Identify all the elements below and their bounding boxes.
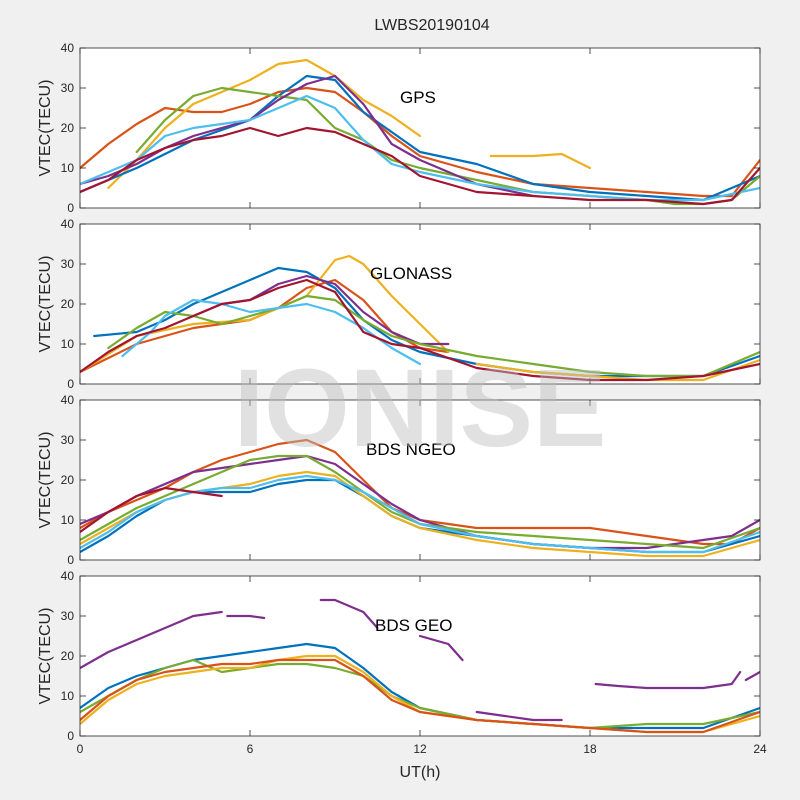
y-tick-label: 40 (61, 569, 75, 583)
panel-3: 0 10 20 30 40 VTEC(TECU) BDS NGEO (37, 393, 761, 567)
series-line-3 (319, 598, 379, 630)
y-tick-label: 0 (67, 553, 74, 567)
x-tick-label: 0 (77, 742, 84, 756)
y-tick-label: 30 (61, 609, 75, 623)
series-line-4 (80, 74, 760, 202)
series-line-7 (744, 670, 760, 682)
y-tick-label: 10 (61, 689, 75, 703)
y-tick-label: 10 (61, 161, 75, 175)
series-line-6 (107, 294, 760, 378)
series-line-7 (80, 486, 223, 534)
series-line-6 (594, 670, 742, 690)
y-tick-label: 0 (67, 377, 74, 391)
y-tick-label: 20 (61, 473, 75, 487)
series-line-2 (226, 614, 266, 620)
y-tick-label: 20 (61, 297, 75, 311)
y-axis-label: VTEC(TECU) (37, 432, 54, 529)
series-line-4 (418, 634, 464, 662)
series-line-2 (80, 278, 450, 374)
y-tick-label: 30 (61, 81, 75, 95)
series-line-6 (80, 74, 535, 198)
y-tick-label: 30 (61, 433, 75, 447)
series-line-5 (135, 86, 760, 206)
series-line-1 (80, 610, 223, 670)
series-line-3 (80, 254, 450, 374)
panels: 0 10 20 30 40 VTEC(TECU) GPS 0 10 20 30 40 VTEC(TECU… (37, 41, 767, 756)
series-line-8 (80, 126, 760, 206)
x-tick-label: 18 (583, 742, 597, 756)
series-line-4 (80, 454, 760, 550)
y-axis-label: VTEC(TECU) (37, 80, 54, 177)
series-line-4 (475, 358, 760, 382)
panel-title: GLONASS (370, 264, 452, 283)
plot-area (80, 48, 760, 208)
y-axis-label: VTEC(TECU) (37, 608, 54, 705)
series-line-7 (80, 94, 760, 202)
y-tick-label: 40 (61, 217, 75, 231)
panel-4: 0 6 12 18 24 0 10 20 30 40 VTEC(TECU) BDS GEO (37, 569, 767, 756)
panel-title: BDS GEO (375, 616, 452, 635)
plot-area (80, 400, 760, 560)
y-tick-label: 10 (61, 337, 75, 351)
series-group (80, 598, 760, 734)
series-line-2 (107, 58, 422, 190)
y-tick-label: 40 (61, 393, 75, 407)
series-group (80, 58, 760, 206)
series-line-6 (80, 474, 760, 554)
y-tick-label: 30 (61, 257, 75, 271)
y-axis-label: VTEC(TECU) (37, 256, 54, 353)
series-group (80, 438, 760, 558)
y-tick-label: 0 (67, 201, 74, 215)
series-line-1 (80, 438, 760, 546)
x-tick-label: 6 (247, 742, 254, 756)
panel-title: BDS NGEO (366, 440, 456, 459)
y-tick-label: 10 (61, 513, 75, 527)
y-tick-label: 20 (61, 649, 75, 663)
figure-title: LWBS20190104 (374, 17, 489, 34)
y-tick-label: 20 (61, 121, 75, 135)
x-tick-label: 24 (753, 742, 767, 756)
x-axis-label: UT(h) (400, 764, 441, 781)
panel-1: 0 10 20 30 40 VTEC(TECU) GPS (37, 41, 761, 215)
watermark: IONISE (234, 347, 607, 470)
series-line-3 (489, 152, 592, 170)
plot-area (80, 576, 760, 736)
panel-title: GPS (400, 88, 436, 107)
series-line-11 (80, 658, 760, 734)
panel-2: 0 10 20 30 40 VTEC(TECU) GLONASS (37, 217, 761, 391)
series-line-7 (121, 298, 422, 366)
x-tick-label: 12 (413, 742, 427, 756)
y-tick-label: 40 (61, 41, 75, 55)
y-tick-label: 0 (67, 729, 74, 743)
series-line-2 (80, 454, 760, 550)
series-line-5 (475, 710, 563, 722)
series-line-1 (80, 86, 760, 198)
